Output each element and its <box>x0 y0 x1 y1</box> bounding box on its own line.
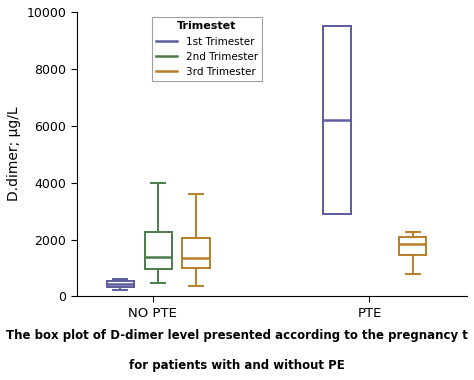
Legend: 1st Trimester, 2nd Trimester, 3rd Trimester: 1st Trimester, 2nd Trimester, 3rd Trimes… <box>152 17 262 81</box>
PathPatch shape <box>323 26 350 214</box>
PathPatch shape <box>399 237 427 255</box>
PathPatch shape <box>107 281 134 287</box>
PathPatch shape <box>145 231 172 269</box>
Y-axis label: D.dimer; μg/L: D.dimer; μg/L <box>7 107 21 201</box>
Text: The box plot of D-dimer level presented according to the pregnancy t: The box plot of D-dimer level presented … <box>6 329 468 342</box>
Text: for patients with and without PE: for patients with and without PE <box>129 359 345 372</box>
PathPatch shape <box>182 238 210 268</box>
